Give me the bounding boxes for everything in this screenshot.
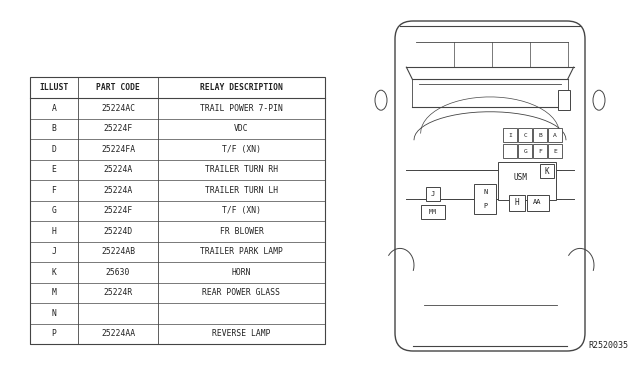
Text: MM: MM	[429, 209, 437, 215]
Text: E: E	[52, 165, 56, 174]
Bar	[548, 128, 563, 142]
Text: K: K	[545, 167, 549, 176]
Text: 25224FA: 25224FA	[101, 145, 135, 154]
Text: A: A	[554, 132, 557, 138]
Bar	[509, 195, 525, 211]
Text: REAR POWER GLASS: REAR POWER GLASS	[202, 288, 280, 297]
Text: 25224F: 25224F	[104, 124, 132, 133]
Text: J: J	[431, 191, 435, 197]
Text: D: D	[52, 145, 56, 154]
Bar	[498, 162, 556, 200]
Bar	[548, 144, 563, 158]
Text: VDC: VDC	[234, 124, 249, 133]
Bar	[474, 184, 496, 214]
Bar	[540, 164, 554, 178]
Text: H: H	[515, 198, 519, 207]
Text: K: K	[52, 268, 56, 277]
Text: P: P	[52, 329, 56, 338]
Text: F: F	[538, 148, 542, 154]
Text: PART CODE: PART CODE	[96, 83, 140, 92]
Text: 25224AC: 25224AC	[101, 104, 135, 113]
Text: G: G	[52, 206, 56, 215]
Bar	[518, 144, 532, 158]
Bar	[527, 195, 548, 211]
Text: J: J	[52, 247, 56, 256]
Text: TRAILER PARK LAMP: TRAILER PARK LAMP	[200, 247, 283, 256]
Text: 25224AB: 25224AB	[101, 247, 135, 256]
Text: T/F (XN): T/F (XN)	[222, 145, 261, 154]
Text: G: G	[524, 148, 527, 154]
Text: 25630: 25630	[106, 268, 130, 277]
Text: 25224AA: 25224AA	[101, 329, 135, 338]
Text: AA: AA	[533, 199, 541, 205]
Text: 25224F: 25224F	[104, 206, 132, 215]
Bar	[30, 77, 325, 344]
Text: RELAY DESCRIPTION: RELAY DESCRIPTION	[200, 83, 283, 92]
Bar	[426, 187, 440, 201]
Text: T/F (XN): T/F (XN)	[222, 206, 261, 215]
Text: I: I	[508, 132, 512, 138]
Text: P: P	[483, 203, 488, 209]
Bar	[533, 128, 547, 142]
Text: N: N	[52, 309, 56, 318]
Text: H: H	[52, 227, 56, 236]
Text: N: N	[483, 189, 488, 195]
Text: HORN: HORN	[232, 268, 252, 277]
Bar	[558, 90, 570, 110]
Text: M: M	[52, 288, 56, 297]
Text: B: B	[538, 132, 542, 138]
Text: B: B	[52, 124, 56, 133]
Text: C: C	[524, 132, 527, 138]
Bar	[503, 128, 517, 142]
Text: R2520035: R2520035	[588, 341, 628, 350]
Bar	[421, 205, 445, 219]
Text: TRAILER TURN RH: TRAILER TURN RH	[205, 165, 278, 174]
Text: TRAILER TURN LH: TRAILER TURN LH	[205, 186, 278, 195]
Text: TRAIL POWER 7-PIN: TRAIL POWER 7-PIN	[200, 104, 283, 113]
Text: F: F	[52, 186, 56, 195]
Text: 25224A: 25224A	[104, 165, 132, 174]
Text: 25224R: 25224R	[104, 288, 132, 297]
Text: 25224D: 25224D	[104, 227, 132, 236]
Text: USM: USM	[514, 173, 528, 182]
Bar	[518, 128, 532, 142]
Text: FR BLOWER: FR BLOWER	[220, 227, 264, 236]
Text: REVERSE LAMP: REVERSE LAMP	[212, 329, 271, 338]
Text: 25224A: 25224A	[104, 186, 132, 195]
Bar	[533, 144, 547, 158]
Text: A: A	[52, 104, 56, 113]
Bar	[503, 144, 517, 158]
Text: E: E	[554, 148, 557, 154]
Text: ILLUST: ILLUST	[40, 83, 68, 92]
